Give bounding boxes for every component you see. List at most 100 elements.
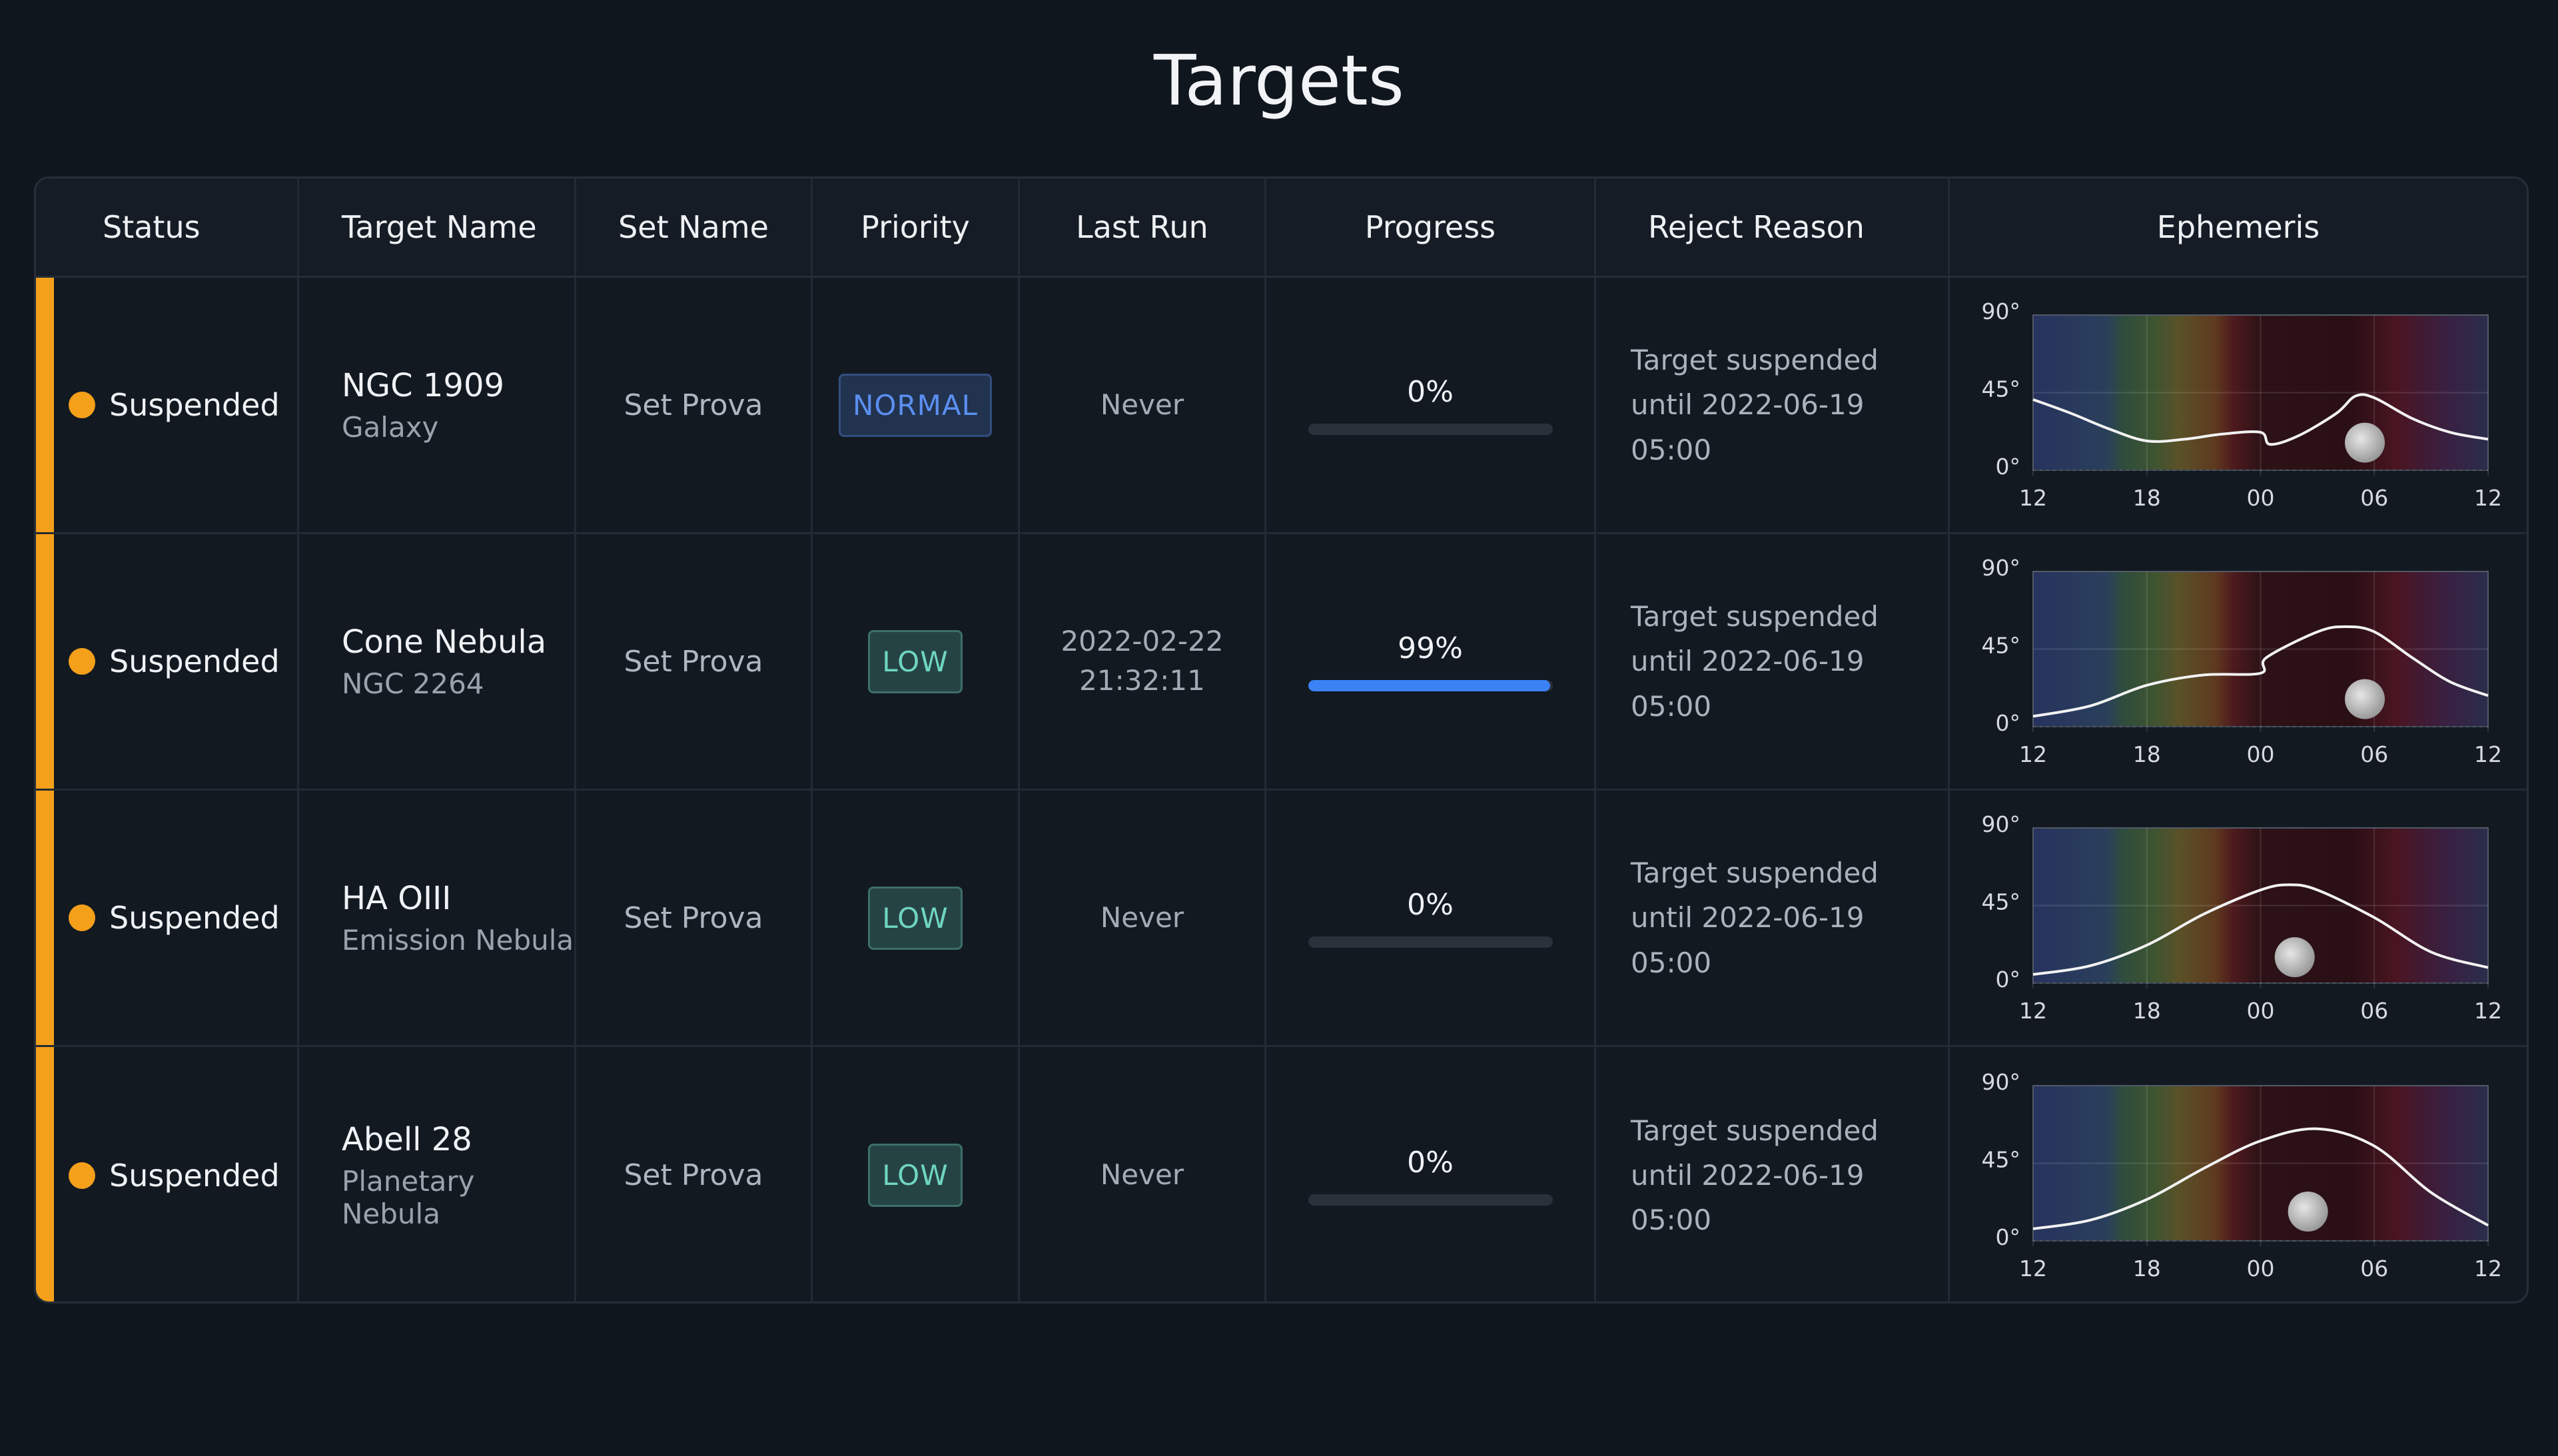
progress-cell: 0%: [1266, 278, 1596, 532]
reason-cell: Target suspended until 2022-06-19 05:00: [1596, 278, 1950, 532]
x-tick-label: 12: [2474, 741, 2502, 767]
column-header: Last Run: [1020, 179, 1266, 276]
table-row: Suspended Abell 28 Planetary Nebula Set Pro…: [36, 1047, 2527, 1301]
y-tick-label: 90°: [1982, 555, 2021, 581]
column-header: Ephemeris: [2156, 209, 2320, 245]
target-cell: NGC 1909 Galaxy: [299, 278, 576, 532]
ephemeris-chart: 12 18 00 06 12 0° 45° 90°: [1982, 1069, 2503, 1281]
last-run-cell: Never: [1020, 278, 1266, 532]
column-header: Progress: [1266, 179, 1596, 276]
ephemeris-chart: 12 18 00 06 12 0° 45° 90°: [1982, 298, 2503, 511]
y-tick-label: 45°: [1982, 1146, 2021, 1172]
altitude-curve: [2032, 883, 2489, 976]
set-name: Set Prova: [624, 901, 763, 935]
progress-cell: 99%: [1266, 534, 1596, 789]
targets-table: Status Target Name Set Name Priority Last Ru…: [34, 177, 2529, 1303]
target-type: Emission Nebula: [342, 923, 574, 956]
x-tick-label: 12: [2474, 485, 2502, 511]
target-type: Galaxy: [342, 410, 439, 444]
sky-background: [2032, 827, 2489, 984]
status-text: Suspended: [109, 900, 280, 936]
x-tick-label: 18: [2133, 485, 2161, 511]
set-name: Set Prova: [624, 388, 763, 422]
status-text: Suspended: [109, 387, 280, 423]
status-cell: Suspended: [36, 791, 299, 1045]
x-tick-label: 18: [2133, 998, 2161, 1024]
set-cell: Set Prova: [576, 791, 813, 1045]
moon: [2345, 679, 2385, 719]
priority-cell: LOW: [813, 1047, 1020, 1301]
progress-label: 0%: [1407, 375, 1454, 409]
priority-cell: NORMAL: [813, 278, 1020, 532]
set-cell: Set Prova: [576, 278, 813, 532]
target-name: Abell 28: [342, 1120, 472, 1158]
sky-background: [2032, 314, 2489, 471]
status-bar: [36, 1047, 54, 1301]
target-type: Planetary Nebula: [342, 1164, 475, 1230]
reject-reason: Target suspended until 2022-06-19 05:00: [1631, 1114, 1879, 1237]
reject-reason: Target suspended until 2022-06-19 05:00: [1631, 600, 1879, 723]
moon: [2274, 937, 2315, 978]
reason-cell: Target suspended until 2022-06-19 05:00: [1596, 1047, 1950, 1301]
x-tick-label: 12: [2474, 1256, 2502, 1281]
y-tick-label: 45°: [1982, 889, 2021, 915]
y-tick-label: 45°: [1982, 633, 2021, 659]
target-name: Cone Nebula: [342, 623, 547, 661]
x-tick-label: 12: [2019, 1256, 2047, 1281]
target-info: HA OIII Emission Nebula: [342, 880, 574, 956]
last-run-cell: Never: [1020, 1047, 1266, 1301]
target-type: NGC 2264: [342, 667, 484, 700]
reject-reason: Target suspended until 2022-06-19 05:00: [1631, 857, 1879, 979]
column-header: Status: [36, 179, 299, 276]
altitude-curve: [2032, 393, 2489, 446]
y-tick-label: 90°: [1982, 811, 2021, 837]
set-cell: Set Prova: [576, 1047, 813, 1301]
altitude-curve: [2032, 1127, 2489, 1230]
page-title: Targets: [1154, 40, 1404, 121]
progress-track: [1308, 1194, 1553, 1206]
progress-track: [1308, 680, 1553, 691]
progress: 0%: [1308, 1146, 1553, 1206]
priority-badge: LOW: [868, 629, 963, 693]
progress-track: [1308, 936, 1553, 948]
progress: 0%: [1308, 888, 1553, 948]
target-name: HA OIII: [342, 879, 452, 917]
target-name: NGC 1909: [342, 366, 505, 404]
y-tick-label: 90°: [1982, 1069, 2021, 1095]
target-cell: HA OIII Emission Nebula: [299, 791, 576, 1045]
progress-cell: 0%: [1266, 1047, 1596, 1301]
status-bar: [36, 534, 54, 789]
status-text: Suspended: [109, 643, 280, 679]
column-header: Target Name: [299, 179, 576, 276]
moon: [2288, 1191, 2328, 1232]
reject-reason: Target suspended until 2022-06-19 05:00: [1631, 344, 1879, 466]
set-name: Set Prova: [624, 644, 763, 679]
status-cell: Suspended: [36, 278, 299, 532]
priority-cell: LOW: [813, 791, 1020, 1045]
target-info: NGC 1909 Galaxy: [342, 367, 504, 444]
x-tick-label: 12: [2019, 741, 2047, 767]
ephemeris-chart: 12 18 00 06 12 0° 45° 90°: [1982, 811, 2503, 1024]
progress-label: 99%: [1398, 631, 1463, 665]
y-tick-label: 45°: [1982, 376, 2021, 402]
x-tick-label: 12: [2474, 998, 2502, 1024]
last-run: Never: [1100, 388, 1184, 421]
last-run-cell: Never: [1020, 791, 1266, 1045]
ephemeris-cell: 12 18 00 06 12 0° 45° 90°: [1950, 534, 2527, 789]
y-tick-label: 0°: [1996, 1224, 2021, 1250]
x-tick-label: 18: [2133, 1256, 2161, 1281]
x-tick-label: 12: [2019, 998, 2047, 1024]
progress: 99%: [1308, 631, 1553, 691]
altitude-curve: [2032, 625, 2489, 718]
status-dot: [69, 905, 95, 931]
x-tick-label: 18: [2133, 741, 2161, 767]
status-text: Suspended: [109, 1157, 280, 1194]
x-tick-label: 06: [2360, 1256, 2388, 1281]
target-info: Abell 28 Planetary Nebula: [342, 1121, 574, 1230]
column-header: Set Name: [576, 179, 813, 276]
table-body: Suspended NGC 1909 Galaxy Set Prova NORMAL Ne…: [36, 278, 2527, 1301]
status-dot: [69, 648, 95, 675]
progress-label: 0%: [1407, 1145, 1454, 1180]
x-tick-label: 00: [2247, 485, 2275, 511]
